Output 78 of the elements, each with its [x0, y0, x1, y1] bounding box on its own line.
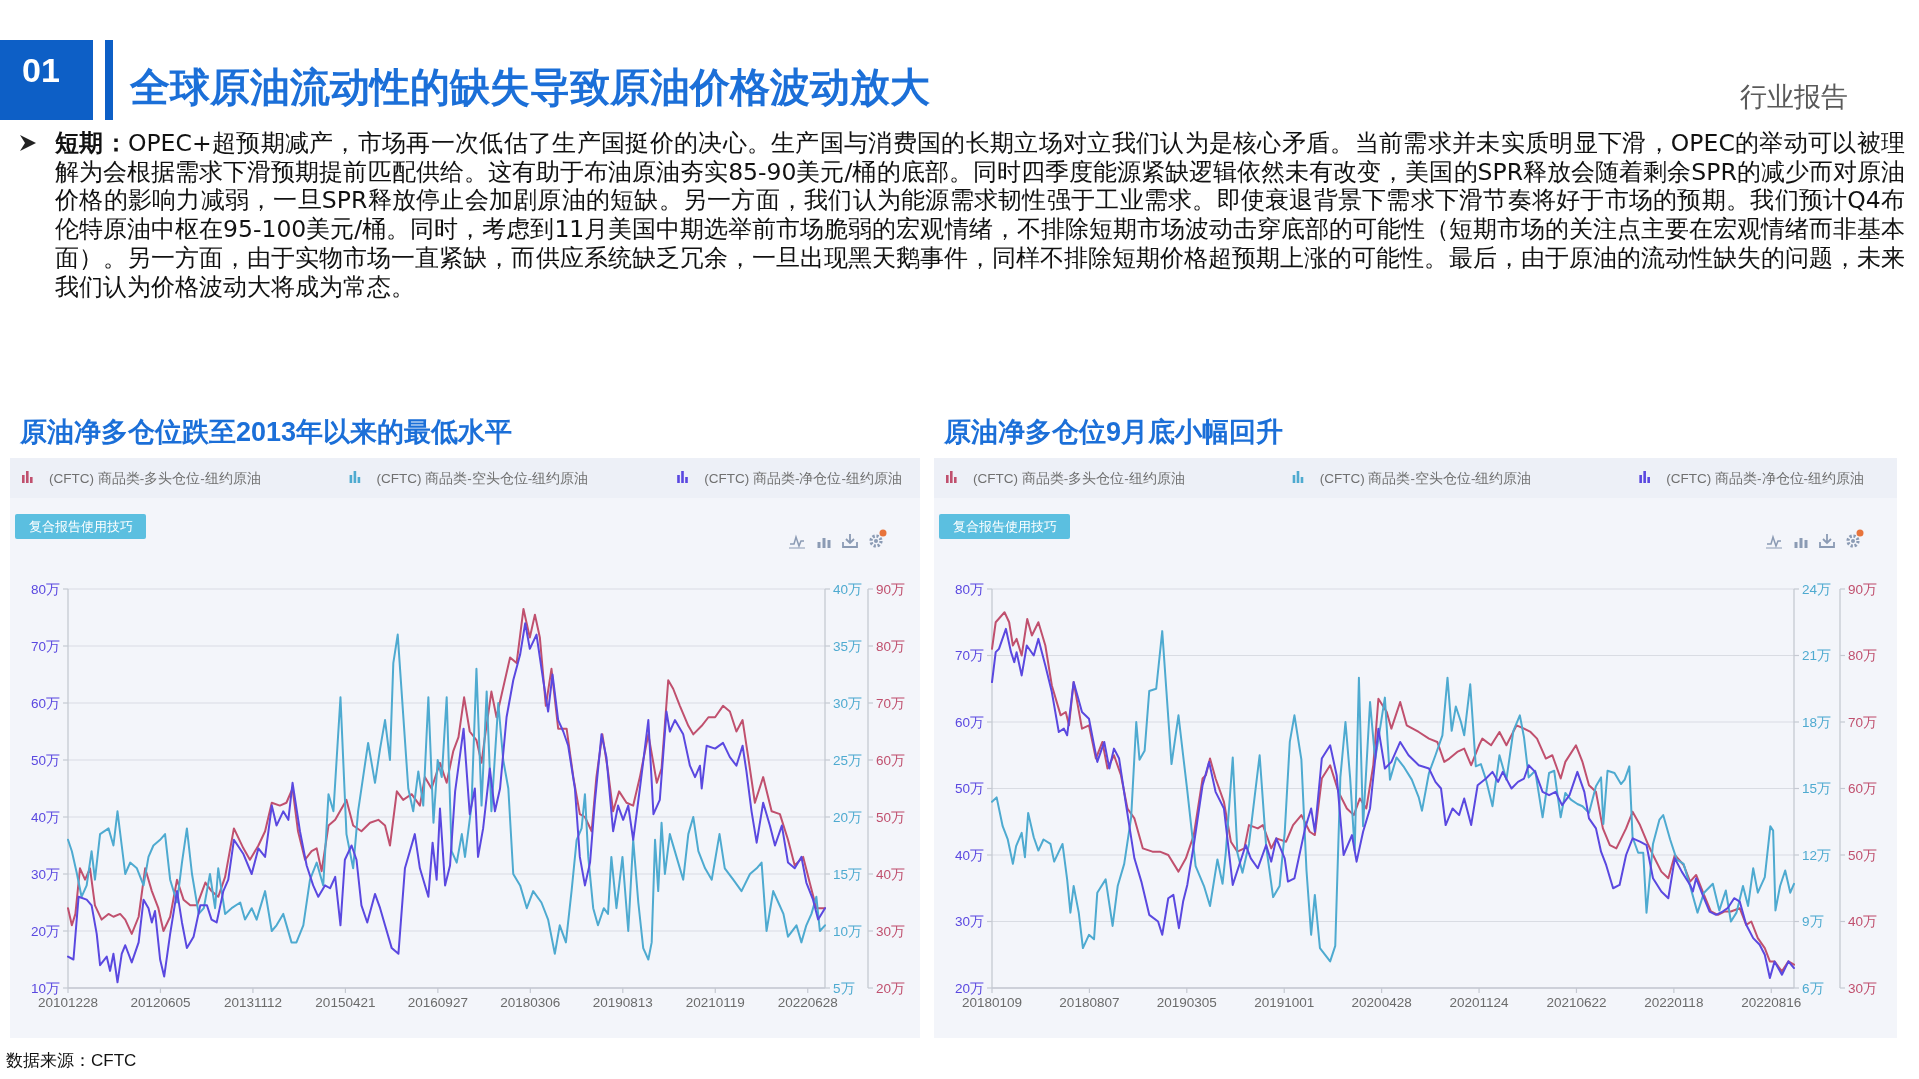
y3-tick-label: 80万 [1848, 648, 1878, 663]
y2-tick-label: 15万 [1802, 781, 1832, 796]
x-tick-label: 20131112 [223, 995, 282, 1010]
x-tick-label: 20150421 [315, 995, 376, 1010]
y3-tick-label: 40万 [876, 866, 906, 882]
x-tick-label: 20201124 [1449, 995, 1510, 1010]
x-tick-label: 20210119 [685, 995, 745, 1010]
x-tick-label: 20101228 [37, 995, 99, 1010]
y3-tick-label: 50万 [1848, 847, 1878, 863]
y2-tick-label: 40万 [833, 581, 863, 597]
x-tick-label: 20220118 [1644, 995, 1704, 1010]
y3-tick-label: 50万 [876, 809, 906, 825]
y3-tick-label: 90万 [1848, 581, 1878, 597]
y-tick-label: 20万 [30, 923, 60, 939]
y-tick-label: 50万 [954, 781, 984, 796]
y2-tick-label: 10万 [833, 923, 863, 939]
y-tick-label: 60万 [30, 695, 60, 711]
y-tick-label: 30万 [954, 914, 984, 929]
y3-tick-label: 30万 [1848, 980, 1878, 996]
legend-label: (CFTC) 商品类-空头仓位-纽约原油 [1319, 471, 1532, 486]
y3-tick-label: 40万 [1848, 914, 1878, 929]
y-tick-label: 60万 [954, 714, 984, 730]
legend-label: (CFTC) 商品类-多头仓位-纽约原油 [973, 471, 1185, 486]
y3-tick-label: 20万 [876, 980, 906, 996]
legend-label: (CFTC) 商品类-多头仓位-纽约原油 [49, 471, 261, 486]
x-tick-label: 20120605 [130, 995, 191, 1010]
text: 复合报告使用技巧 [28, 519, 133, 534]
y3-tick-label: 80万 [876, 638, 906, 654]
y-tick-label: 30万 [30, 866, 60, 882]
y-tick-label: 70万 [954, 648, 984, 663]
y2-tick-label: 30万 [833, 695, 863, 711]
chart-title: 原油净多仓位跌至2013年以来的最低水平 [19, 417, 513, 447]
x-tick-label: 20180807 [1059, 995, 1120, 1010]
y3-tick-label: 60万 [876, 752, 906, 768]
y3-tick-label: 90万 [876, 581, 906, 597]
x-tick-label: 20220816 [1741, 995, 1802, 1010]
text: 短期： [55, 129, 128, 157]
y2-tick-label: 5万 [833, 980, 855, 996]
y-tick-label: 20万 [954, 980, 984, 996]
y-tick-label: 50万 [30, 752, 60, 768]
y-tick-label: 10万 [30, 980, 60, 996]
y2-tick-label: 18万 [1802, 714, 1832, 730]
y-tick-label: 80万 [30, 581, 60, 597]
y3-tick-label: 30万 [876, 923, 906, 939]
y-tick-label: 40万 [30, 809, 60, 825]
x-tick-label: 20191001 [1254, 995, 1315, 1010]
legend-label: (CFTC) 商品类-净仓位-纽约原油 [704, 471, 902, 486]
y-tick-label: 70万 [30, 638, 60, 654]
x-tick-label: 20160927 [407, 995, 468, 1010]
x-tick-label: 20180109 [961, 995, 1023, 1010]
y2-tick-label: 6万 [1802, 980, 1824, 996]
y2-tick-label: 15万 [833, 866, 863, 882]
text: 复合报告使用技巧 [952, 519, 1057, 534]
y2-tick-label: 24万 [1802, 581, 1832, 597]
y2-tick-label: 35万 [833, 638, 863, 654]
x-tick-label: 20180306 [500, 995, 561, 1010]
text: 行业报告 [1740, 82, 1848, 112]
x-tick-label: 20210622 [1546, 995, 1607, 1010]
text: 01 [22, 51, 60, 89]
y3-tick-label: 70万 [876, 695, 906, 711]
text: 全球原油流动性的缺失导致原油价格波动放大 [129, 65, 930, 109]
y2-tick-label: 12万 [1802, 847, 1832, 863]
legend-label: (CFTC) 商品类-空头仓位-纽约原油 [376, 471, 589, 486]
x-tick-label: 20220628 [777, 995, 838, 1010]
y3-tick-label: 70万 [1848, 714, 1878, 730]
y-tick-label: 40万 [954, 847, 984, 863]
y2-tick-label: 21万 [1802, 648, 1832, 663]
x-tick-label: 20200428 [1351, 995, 1412, 1010]
x-tick-label: 20190813 [592, 995, 653, 1010]
x-tick-label: 20190305 [1156, 995, 1217, 1010]
legend-label: (CFTC) 商品类-净仓位-纽约原油 [1666, 471, 1865, 486]
y-tick-label: 80万 [954, 581, 984, 597]
y2-tick-label: 25万 [833, 752, 863, 768]
chart-title: 原油净多仓位9月底小幅回升 [943, 417, 1284, 447]
y3-tick-label: 60万 [1848, 781, 1878, 796]
source-note: 数据来源：CFTC [6, 1051, 137, 1070]
y2-tick-label: 9万 [1802, 914, 1824, 929]
y2-tick-label: 20万 [833, 809, 863, 825]
